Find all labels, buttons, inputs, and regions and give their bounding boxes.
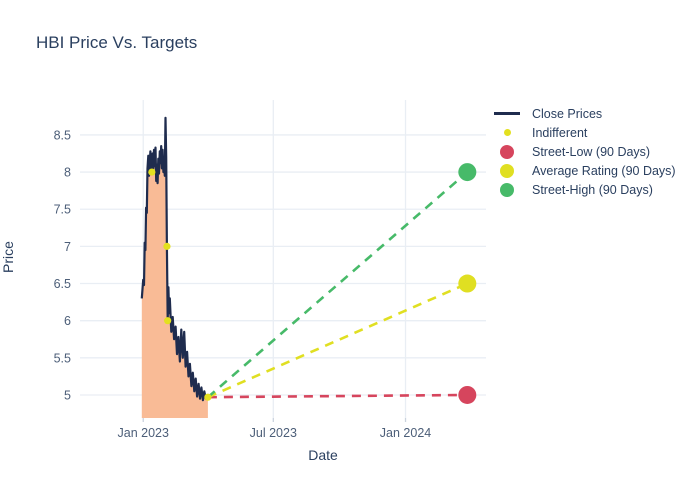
legend-label: Street-High (90 Days) bbox=[532, 182, 653, 197]
legend: Close Prices Indifferent Street-Low (90 … bbox=[492, 104, 676, 199]
street-high-marker bbox=[458, 163, 477, 182]
average-rating-marker bbox=[458, 274, 477, 293]
legend-label: Close Prices bbox=[532, 106, 603, 121]
x-axis-title: Date bbox=[308, 447, 338, 463]
indifferent-point bbox=[164, 317, 172, 325]
y-tick-label: 6.5 bbox=[54, 277, 71, 291]
y-tick-label: 6 bbox=[64, 314, 71, 328]
indifferent-point bbox=[148, 168, 156, 176]
street-low-circle-icon bbox=[500, 144, 514, 159]
legend-label: Indifferent bbox=[532, 125, 588, 140]
chart-title: HBI Price Vs. Targets bbox=[36, 33, 198, 52]
legend-item-close-prices[interactable]: Close Prices bbox=[492, 104, 676, 123]
x-tick-label: Jan 2023 bbox=[118, 426, 169, 440]
y-tick-label: 8 bbox=[64, 166, 71, 180]
y-tick-label: 5.5 bbox=[54, 351, 71, 365]
legend-item-street-high[interactable]: Street-High (90 Days) bbox=[492, 180, 676, 199]
x-tick-label: Jul 2023 bbox=[250, 426, 297, 440]
y-tick-label: 5 bbox=[64, 388, 71, 402]
close-prices-area bbox=[141, 117, 208, 419]
x-tick-label: Jan 2024 bbox=[380, 426, 431, 440]
street-low-dashed-line bbox=[207, 393, 468, 399]
legend-item-average-rating[interactable]: Average Rating (90 Days) bbox=[492, 161, 676, 180]
average-rating-dashed-line bbox=[207, 282, 468, 399]
y-tick-label: 7.5 bbox=[54, 203, 71, 217]
indifferent-point bbox=[163, 242, 171, 250]
close-prices-line-icon bbox=[494, 112, 520, 115]
street-high-circle-icon bbox=[500, 182, 514, 197]
y-tick-label: 7 bbox=[64, 240, 71, 254]
y-tick-label: 8.5 bbox=[54, 128, 71, 142]
legend-item-street-low[interactable]: Street-Low (90 Days) bbox=[492, 142, 676, 161]
legend-item-indifferent[interactable]: Indifferent bbox=[492, 123, 676, 142]
close-prices-line bbox=[140, 116, 209, 402]
y-axis-title: Price bbox=[0, 241, 16, 273]
street-high-dashed-line bbox=[207, 171, 469, 399]
indifferent-point bbox=[204, 393, 212, 401]
legend-label: Street-Low (90 Days) bbox=[532, 144, 651, 159]
legend-label: Average Rating (90 Days) bbox=[532, 163, 676, 178]
street-low-marker bbox=[458, 385, 477, 404]
indifferent-dot-icon bbox=[503, 129, 511, 136]
average-rating-circle-icon bbox=[500, 163, 514, 178]
